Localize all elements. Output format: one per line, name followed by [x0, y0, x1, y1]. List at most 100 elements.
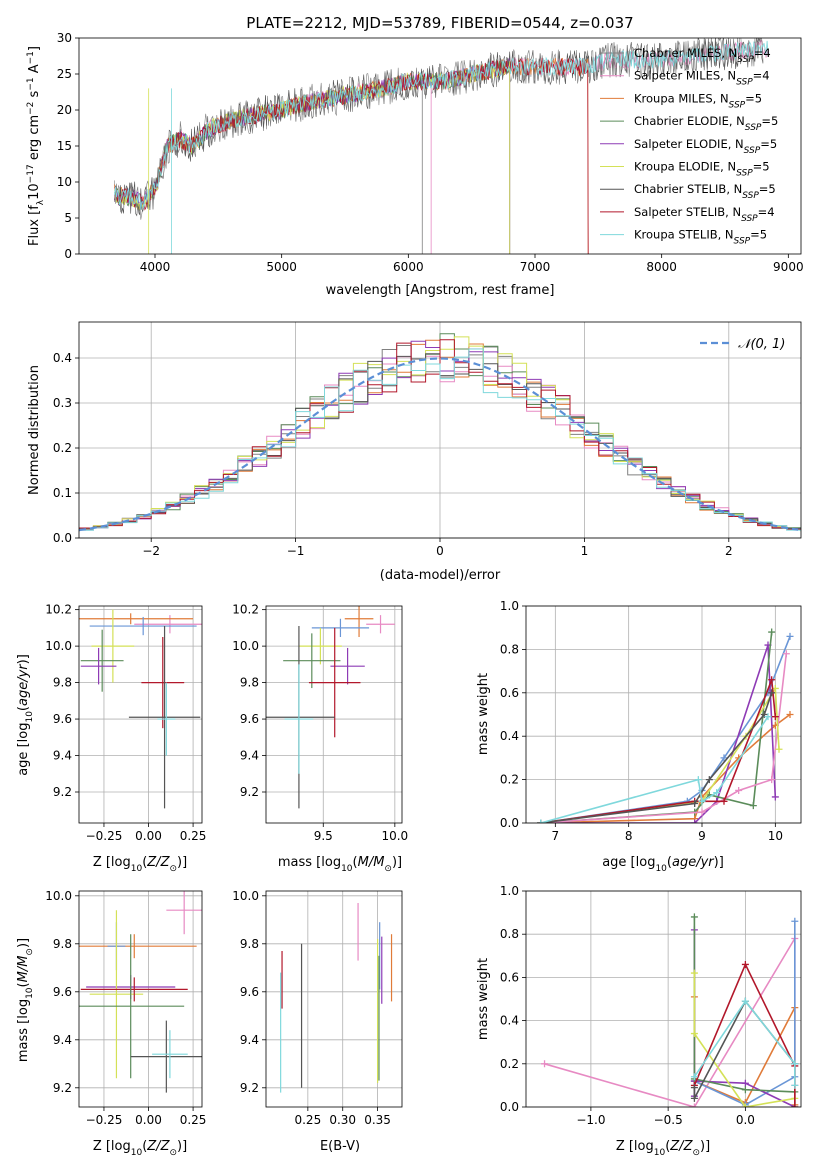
- x-tick-label: 8000: [646, 260, 677, 274]
- legend-label: Chabrier ELODIE, NSSP=5: [634, 114, 778, 133]
- y-tick-label: 5: [64, 211, 72, 225]
- label-part: Chabrier ELODIE, N: [634, 114, 745, 128]
- errorbar-point: [80, 629, 124, 692]
- label-part: 10: [131, 864, 143, 874]
- label-part: SSP: [742, 191, 759, 201]
- weight-marker: [791, 1060, 799, 1068]
- ticks: −0.25 0.00 0.25 9.2 9.4 9.6 9.8 10.0 10.2: [45, 603, 206, 843]
- label-part: 10: [27, 183, 42, 200]
- mass-vs-metallicity-panel: −0.25 0.00 0.259.29.49.69.810.0Z [log10(Z/…: [16, 889, 206, 1158]
- x-axis-label: (data-model)/error: [380, 568, 501, 583]
- weight-marker: [775, 745, 783, 753]
- y-axis-label: mass weight: [476, 958, 491, 1040]
- y-tick-label: 9.2: [53, 1081, 72, 1095]
- weight-marker: [741, 1103, 749, 1107]
- errorbar-point: [166, 891, 202, 935]
- y-axis-label: mass [log10(M/M⊙)]: [16, 938, 35, 1062]
- weight-marker: [768, 676, 776, 684]
- y-tick-label: 0.0: [500, 1100, 519, 1114]
- errorbar-point: [130, 1020, 202, 1093]
- label-part: age/yr: [16, 663, 31, 706]
- errorbar-point: [91, 609, 135, 683]
- label-part: =5: [760, 137, 777, 151]
- y-tick-label: 0.8: [500, 927, 519, 941]
- label-part: Flux [f: [27, 205, 42, 246]
- weight-marker: [537, 819, 545, 823]
- label-part: wavelength [Angstrom, rest frame]: [326, 283, 555, 298]
- y-tick-label: 10: [57, 175, 72, 189]
- label-part: SSP: [737, 55, 754, 65]
- x-tick-label: 0.25: [180, 829, 207, 843]
- weight-marker: [690, 1084, 698, 1092]
- errorbar-point: [80, 977, 188, 1002]
- y-tick-label: 15: [57, 139, 72, 153]
- plot-area: [79, 609, 202, 809]
- label-part: Z [log: [93, 855, 131, 870]
- x-axis-label: Z [log10(Z/Z⊙)]: [93, 855, 187, 874]
- weight-marker: [760, 711, 768, 718]
- plot-area: [280, 903, 393, 1093]
- label-part: 10: [655, 864, 667, 874]
- errorbar-point: [79, 613, 194, 625]
- label-part: SSP: [745, 123, 762, 133]
- x-tick-label: 0.35: [364, 1113, 391, 1127]
- spectrum-line: [114, 40, 770, 210]
- label-part: Kroupa MILES, N: [634, 91, 729, 105]
- y-tick-label: 9.8: [53, 937, 72, 951]
- ticks: −0.25 0.00 0.25 9.2 9.4 9.6 9.8 10.0: [45, 889, 206, 1127]
- legend-label: Kroupa ELODIE, NSSP=5: [634, 160, 770, 179]
- ticks: −1.0 −0.5 0.0 0.0 0.2 0.4 0.6 0.8 1.0: [500, 884, 755, 1127]
- label-part: Z [log: [93, 1139, 131, 1154]
- axes-frame: [78, 37, 802, 255]
- weight-marker: [771, 713, 779, 721]
- y-tick-label: 10.0: [45, 639, 72, 653]
- weight-marker: [691, 819, 699, 823]
- y-axis-label: Normed distribution: [27, 365, 42, 495]
- plot-area: [79, 333, 801, 532]
- weight-marker: [741, 1086, 749, 1094]
- y-tick-label: 9.4: [53, 749, 72, 763]
- y-tick-label: 0.2: [500, 1057, 519, 1071]
- errorbar-point: [152, 1030, 188, 1079]
- weight-marker: [741, 1079, 749, 1087]
- weight-marker: [713, 789, 721, 797]
- x-tick-label: 0.30: [329, 1113, 356, 1127]
- label-part: )]: [700, 1139, 710, 1154]
- label-part: SSP: [736, 78, 753, 88]
- spectrum-panel: 4000 5000 6000 7000 8000 9000 0 5 10 15 20 25 30 Chab…: [26, 31, 804, 298]
- x-tick-label: 7000: [520, 260, 551, 274]
- y-tick-label: 9.6: [53, 712, 72, 726]
- ticks: 0.25 0.30 0.35 9.2 9.4 9.6 9.8 10.0: [232, 889, 391, 1127]
- ticks: 4000 5000 6000 7000 8000 9000 0 5 10 15 20 25 30: [57, 31, 804, 274]
- label-part: −2: [26, 102, 36, 115]
- x-tick-label: −0.25: [86, 1113, 123, 1127]
- axes-frame: [78, 890, 203, 1108]
- errorbar-point: [330, 647, 365, 685]
- y-tick-label: 9.6: [240, 712, 259, 726]
- label-part: ⊙: [169, 864, 177, 874]
- y-tick-label: 0.4: [500, 729, 519, 743]
- errorbar-point: [157, 682, 176, 756]
- plot-area: [79, 891, 202, 1093]
- errorbar-point: [284, 664, 314, 774]
- legend-label: 𝒩(0, 1): [738, 337, 785, 352]
- label-part: =5: [745, 91, 762, 105]
- label-part: −1: [26, 51, 36, 64]
- weight-marker: [720, 797, 728, 805]
- label-part: =4: [754, 46, 771, 60]
- weight-marker: [786, 711, 794, 718]
- weight-marker: [694, 776, 702, 784]
- y-tick-label: 9.4: [240, 1033, 259, 1047]
- label-part: ⊙: [384, 864, 392, 874]
- label-part: age/yr: [672, 855, 715, 870]
- label-part: 10: [25, 987, 35, 999]
- weight-marker: [791, 1103, 799, 1107]
- label-part: (: [353, 855, 358, 870]
- label-part: Chabrier STELIB, N: [634, 182, 742, 196]
- x-tick-label: 10: [768, 829, 783, 843]
- label-part: age [log: [602, 855, 655, 870]
- weight-line: [693, 999, 796, 1086]
- x-axis-label: age [log10(age/yr)]: [602, 855, 724, 874]
- weight-marker: [698, 808, 706, 816]
